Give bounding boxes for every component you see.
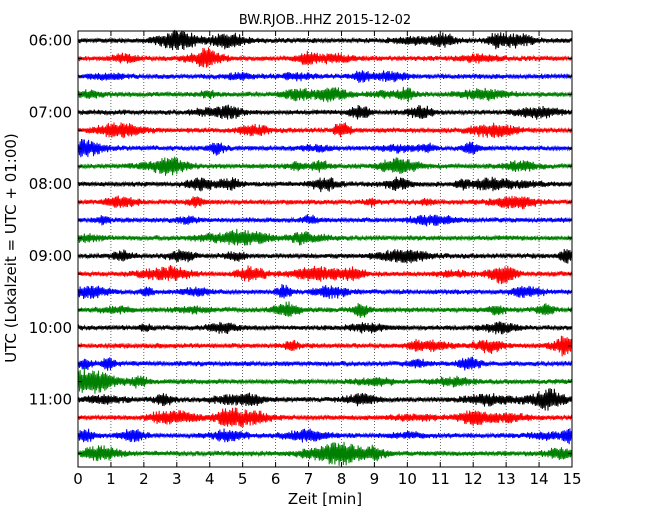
trace-line — [77, 122, 573, 139]
y-tick-label: 11:00 — [29, 391, 72, 409]
trace-line — [77, 428, 573, 445]
trace-line — [77, 368, 573, 394]
x-tick-label: 9 — [370, 470, 380, 488]
trace-line — [77, 138, 573, 158]
trace-line — [77, 441, 573, 466]
trace-line — [77, 284, 573, 299]
plot-frame — [77, 30, 573, 468]
y-axis: 06:00 07:00 08:00 09:00 10:00 11:00 — [29, 32, 572, 454]
x-axis: 0 1 2 3 4 5 6 7 8 9 10 11 12 13 14 15 — [73, 31, 582, 488]
x-tick-label: 8 — [337, 470, 347, 488]
trace-line — [77, 335, 573, 357]
x-tick-label: 15 — [562, 470, 581, 488]
trace-line — [77, 29, 573, 51]
trace-line — [77, 214, 573, 227]
y-axis-label: UTC (Lokalzeit = UTC + 01:00) — [2, 133, 20, 363]
trace-line — [77, 228, 573, 246]
y-tick-label: 06:00 — [29, 32, 72, 50]
x-tick-label: 10 — [398, 470, 417, 488]
x-tick-label: 11 — [431, 470, 450, 488]
x-tick-label: 5 — [238, 470, 248, 488]
y-tick-label: 08:00 — [29, 175, 72, 193]
y-tick-label: 09:00 — [29, 247, 72, 265]
x-tick-label: 14 — [530, 470, 549, 488]
seismogram-traces — [77, 29, 573, 466]
x-tick-label: 0 — [73, 470, 83, 488]
trace-line — [77, 47, 573, 68]
x-tick-label: 3 — [172, 470, 182, 488]
x-tick-label: 12 — [464, 470, 483, 488]
trace-line — [77, 388, 573, 411]
x-tick-label: 6 — [271, 470, 281, 488]
trace-line — [77, 70, 573, 83]
x-axis-label: Zeit [min] — [288, 490, 362, 508]
y-tick-label: 07:00 — [29, 103, 72, 121]
x-tick-label: 7 — [304, 470, 314, 488]
trace-line — [77, 265, 573, 285]
trace-line — [77, 195, 573, 210]
trace-line — [77, 407, 573, 428]
x-tick-label: 13 — [497, 470, 516, 488]
chart-title: BW.RJOB..HHZ 2015-12-02 — [239, 13, 411, 28]
x-tick-label: 1 — [106, 470, 116, 488]
y-tick-label: 10:00 — [29, 319, 72, 337]
trace-line — [77, 86, 573, 103]
trace-line — [77, 356, 573, 371]
trace-line — [77, 104, 573, 120]
trace-line — [77, 176, 573, 193]
trace-line — [77, 156, 573, 176]
x-tick-label: 4 — [205, 470, 215, 488]
trace-line — [77, 248, 573, 264]
trace-line — [77, 321, 573, 335]
trace-line — [77, 301, 573, 318]
x-tick-label: 2 — [139, 470, 149, 488]
